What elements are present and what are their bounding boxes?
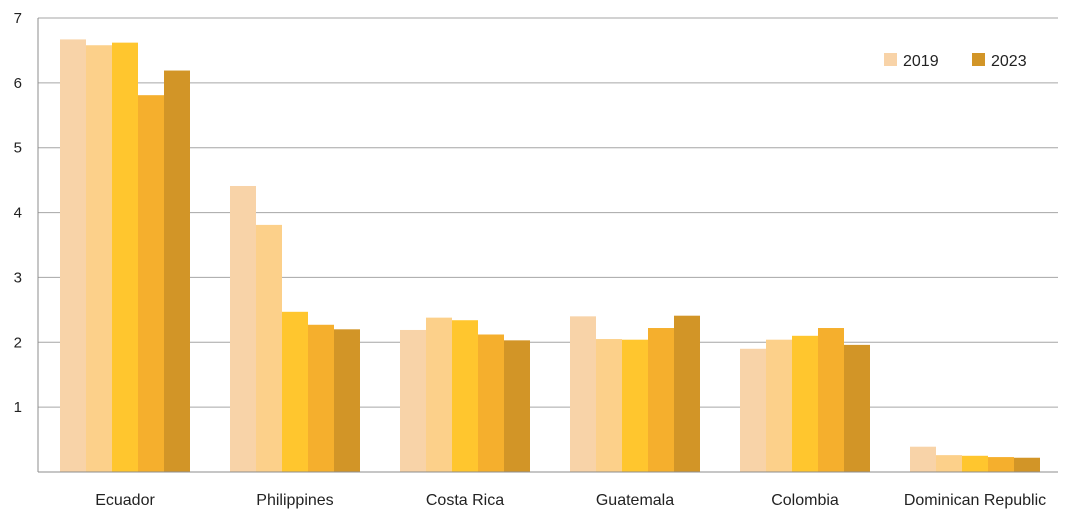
bar-philippines-series-3 — [282, 311, 308, 472]
bar-costa-rica-series-5 — [504, 340, 530, 472]
y-tick-label: 5 — [14, 140, 22, 157]
bar-dominican-republic-series-2 — [936, 455, 962, 472]
legend-label-2019: 2019 — [903, 53, 939, 70]
x-category-label: Guatemala — [596, 492, 674, 509]
bar-guatemala-series-2 — [596, 339, 622, 472]
bar-ecuador-series-2 — [86, 45, 112, 473]
bar-dominican-republic-series-5 — [1014, 457, 1040, 472]
bar-philippines-series-4 — [308, 324, 334, 472]
x-category-label: Dominican Republic — [904, 492, 1046, 509]
legend-swatch-2023 — [972, 53, 985, 66]
bar-colombia-series-1 — [740, 348, 766, 472]
x-category-label: Ecuador — [95, 492, 155, 509]
legend: 2019 2023 — [884, 53, 1027, 70]
bar-colombia-series-3 — [792, 335, 818, 472]
bar-costa-rica-series-1 — [400, 329, 426, 472]
legend-swatch-2019 — [884, 53, 897, 66]
y-tick-label: 2 — [14, 334, 22, 351]
bar-guatemala-series-4 — [648, 328, 674, 472]
bar-ecuador-series-1 — [60, 39, 86, 472]
bar-costa-rica-series-4 — [478, 334, 504, 472]
bar-guatemala-series-3 — [622, 339, 648, 472]
x-category-label: Philippines — [256, 492, 333, 509]
x-category-label: Costa Rica — [426, 492, 504, 509]
bar-ecuador-series-5 — [164, 70, 190, 472]
y-tick-label: 6 — [14, 75, 22, 92]
y-tick-label: 7 — [14, 10, 22, 27]
y-tick-label: 4 — [14, 205, 22, 222]
axes — [37, 18, 1058, 473]
bar-dominican-republic-series-3 — [962, 455, 988, 472]
x-axis-category-labels: Ecuador Philippines Costa Rica Guatemala Col… — [95, 492, 1046, 509]
bars — [60, 39, 1040, 473]
bar-costa-rica-series-3 — [452, 320, 478, 472]
bar-ecuador-series-3 — [112, 42, 138, 472]
bar-dominican-republic-series-1 — [910, 446, 936, 472]
bar-dominican-republic-series-4 — [988, 457, 1014, 472]
bar-guatemala-series-5 — [674, 315, 700, 472]
x-category-label: Colombia — [771, 492, 839, 509]
bar-philippines-series-2 — [256, 224, 282, 472]
bar-costa-rica-series-2 — [426, 317, 452, 472]
bar-philippines-series-5 — [334, 329, 360, 472]
y-tick-label: 3 — [14, 269, 22, 286]
bar-guatemala-series-1 — [570, 316, 596, 472]
y-tick-label: 1 — [14, 399, 22, 416]
bar-ecuador-series-4 — [138, 95, 164, 473]
bar-colombia-series-2 — [766, 339, 792, 472]
bar-colombia-series-5 — [844, 344, 870, 472]
bar-philippines-series-1 — [230, 185, 256, 473]
legend-label-2023: 2023 — [991, 53, 1027, 70]
y-axis-tick-labels: 1 2 3 4 5 6 7 — [14, 10, 22, 416]
bar-colombia-series-4 — [818, 328, 844, 472]
gridlines — [38, 17, 1058, 408]
